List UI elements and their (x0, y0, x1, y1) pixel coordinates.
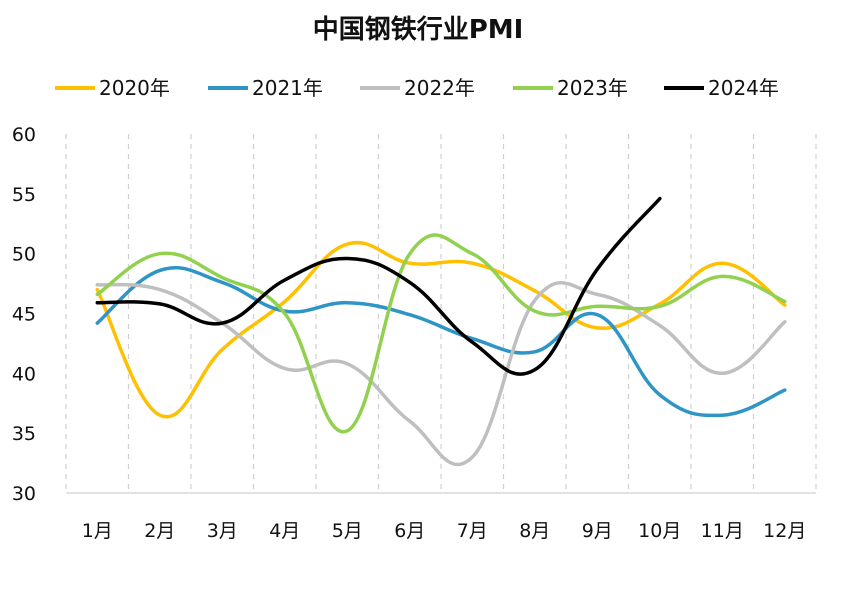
x-tick-label: 10月 (638, 520, 681, 542)
x-tick-label: 4月 (269, 520, 300, 542)
x-tick-label: 2月 (144, 520, 175, 542)
x-tick-label: 12月 (763, 520, 806, 542)
y-tick-label: 60 (12, 124, 36, 146)
legend-label-4: 2023年 (557, 76, 628, 100)
legend-label-5: 2024年 (708, 76, 779, 100)
legend: 2020年 2021年 2022年 2023年 2024年 (55, 76, 779, 100)
y-tick-label: 40 (12, 363, 36, 385)
chart-title: 中国钢铁行业PMI (313, 14, 524, 45)
x-tick-label: 9月 (582, 520, 613, 542)
y-tick-label: 55 (12, 184, 36, 206)
y-axis-ticks: 30 35 40 45 50 55 60 (12, 124, 36, 505)
series-line-2 (95, 265, 787, 418)
x-tick-label: 6月 (394, 520, 425, 542)
x-tick-label: 3月 (207, 520, 238, 542)
y-tick-label: 45 (12, 304, 36, 326)
series-line-5 (95, 196, 662, 376)
legend-label-3: 2022年 (404, 76, 475, 100)
x-tick-label: 7月 (457, 520, 488, 542)
x-tick-label: 8月 (519, 520, 550, 542)
y-tick-label: 35 (12, 423, 36, 445)
x-axis-ticks: 1月 2月 3月 4月 5月 6月 7月 8月 9月 10月 11月 12月 (82, 520, 807, 542)
series-line-1 (95, 240, 787, 419)
x-tick-label: 11月 (701, 520, 744, 542)
x-tick-label: 5月 (332, 520, 363, 542)
y-tick-label: 30 (12, 483, 36, 505)
legend-label-2: 2021年 (252, 76, 323, 100)
series-lines (95, 196, 787, 467)
y-tick-label: 50 (12, 244, 36, 266)
x-tick-label: 1月 (82, 520, 113, 542)
legend-label-1: 2020年 (99, 76, 170, 100)
series-line-4 (95, 233, 787, 434)
